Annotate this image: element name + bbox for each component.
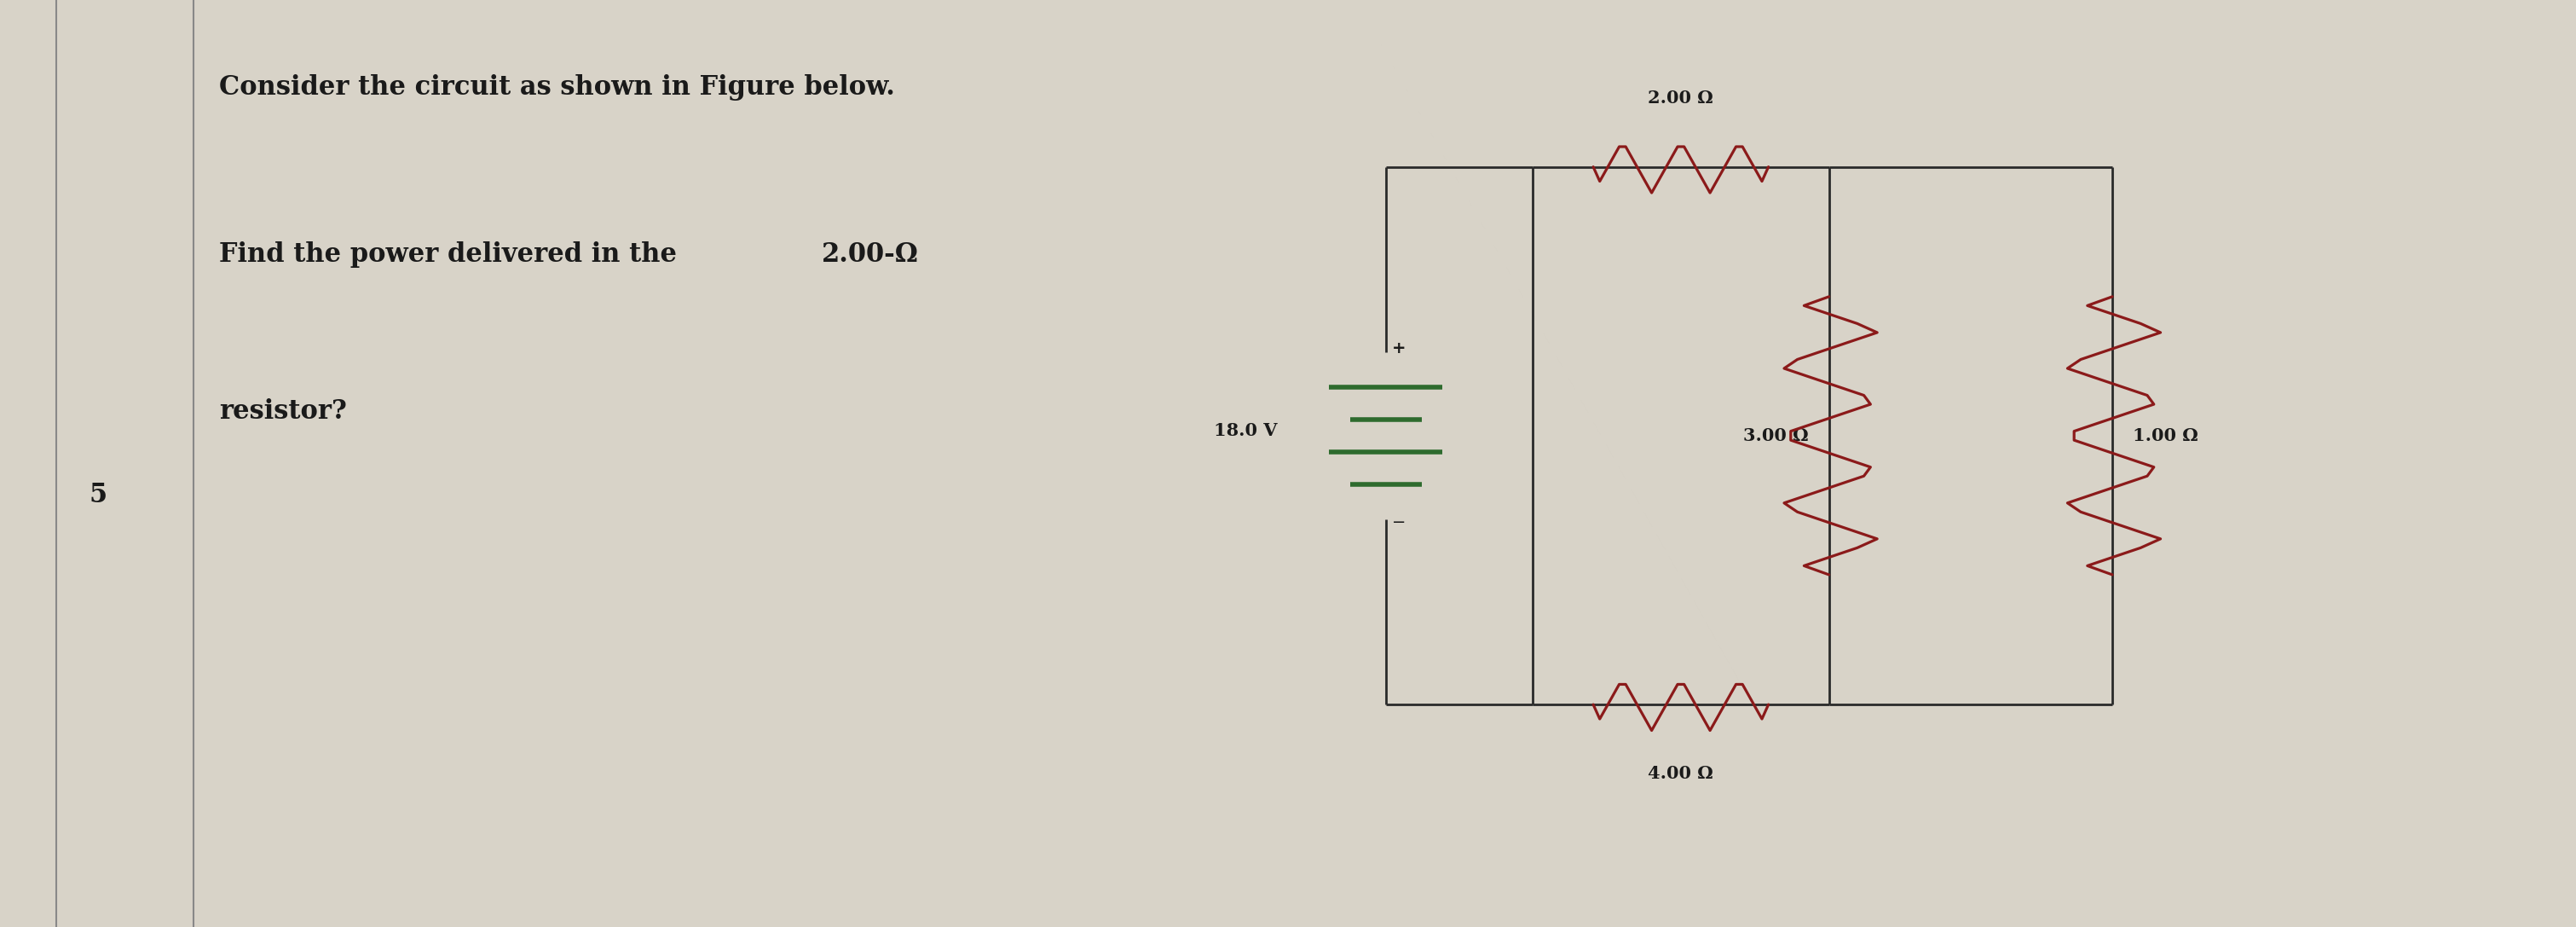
Text: −: −: [1391, 514, 1406, 530]
Text: +: +: [1391, 341, 1406, 357]
Text: 3.00 Ω: 3.00 Ω: [1744, 427, 1808, 444]
Text: 18.0 V: 18.0 V: [1213, 423, 1278, 439]
Text: Find the power delivered in the: Find the power delivered in the: [219, 241, 685, 268]
Text: resistor?: resistor?: [219, 399, 348, 425]
Text: 5: 5: [90, 482, 106, 509]
Text: Consider the circuit as shown in Figure below.: Consider the circuit as shown in Figure …: [219, 74, 894, 101]
Text: 2.00-Ω: 2.00-Ω: [822, 241, 920, 268]
Text: 2.00 Ω: 2.00 Ω: [1649, 90, 1713, 107]
Text: 1.00 Ω: 1.00 Ω: [2133, 427, 2197, 444]
Text: 4.00 Ω: 4.00 Ω: [1649, 765, 1713, 781]
